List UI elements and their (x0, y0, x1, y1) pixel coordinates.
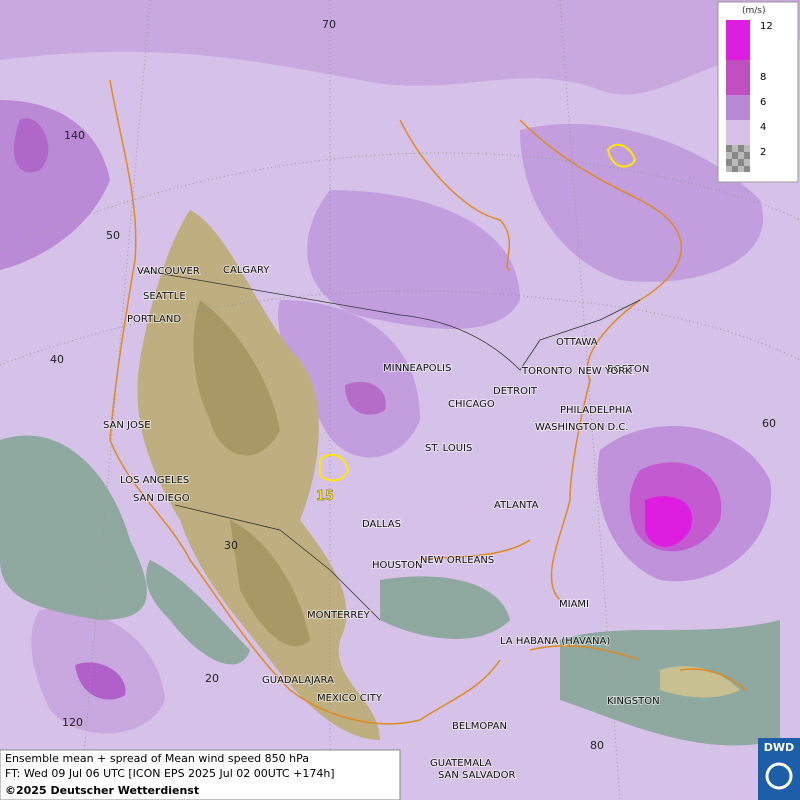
city-label: KINGSTON (607, 696, 660, 707)
city-label: ATLANTA (494, 500, 539, 511)
city-label: MIAMI (559, 599, 589, 610)
city-label: NEW YORK (578, 366, 632, 377)
city-label: MONTERREY (307, 610, 371, 621)
city-label: VANCOUVER (137, 266, 200, 277)
coastline (109, 79, 746, 725)
city-label: GUADALAJARA (262, 675, 334, 686)
city-label: SAN SALVADOR (438, 770, 515, 781)
city-label: TORONTO (521, 366, 572, 377)
legend-unit: (m/s) (742, 6, 766, 16)
city-label: DETROIT (493, 386, 538, 397)
city-label: CALGARY (223, 265, 270, 276)
terrain (137, 210, 740, 740)
grid-label: 20 (205, 672, 219, 685)
city-label: NEW ORLEANS (420, 555, 494, 566)
grid-label: 140 (64, 129, 85, 142)
footer-box (0, 749, 401, 800)
city-label: MEXICO CITY (317, 693, 383, 704)
city-label: LOS ANGELES (120, 475, 189, 486)
grid-label: 30 (224, 539, 238, 552)
legend (717, 1, 799, 183)
contour-label: 15 (316, 489, 334, 504)
grid-label: 70 (322, 18, 336, 31)
grid-label: 120 (62, 716, 83, 729)
grid-label: 40 (50, 353, 64, 366)
borders (139, 269, 641, 621)
legend-label: 8 (760, 72, 766, 83)
city-label: ST. LOUIS (425, 443, 472, 454)
grid-label: 80 (590, 739, 604, 752)
city-label: GUATEMALA (430, 758, 492, 769)
city-label: OTTAWA (556, 337, 598, 348)
logo-box (758, 738, 800, 800)
city-label: HOUSTON (372, 560, 423, 571)
contour-15 (319, 143, 637, 482)
city-label: SAN DIEGO (133, 493, 190, 504)
logo-swirl (765, 762, 793, 790)
city-label: PHILADELPHIA (560, 405, 632, 416)
city-label: SAN JOSE (103, 420, 151, 431)
legend-label: 6 (760, 97, 766, 108)
city-label: SEATTLE (143, 291, 186, 302)
city-label: MINNEAPOLIS (383, 363, 451, 374)
city-label: BOSTON (607, 364, 649, 375)
city-label: PORTLAND (127, 314, 181, 325)
city-label: LA HABANA (HAVANA) (500, 636, 610, 647)
city-label: CHICAGO (448, 399, 495, 410)
grid-label: 50 (106, 229, 120, 242)
legend-label: 12 (760, 21, 773, 32)
footer-line: FT: Wed 09 Jul 06 UTC [ICON EPS 2025 Jul… (5, 767, 335, 780)
logo-text: DWD (764, 741, 794, 754)
legend-label: 4 (760, 122, 766, 133)
legend-label: 2 (760, 147, 766, 158)
city-label: WASHINGTON D.C. (535, 422, 629, 433)
wind-field (0, 0, 800, 746)
footer-line: Ensemble mean + spread of Mean wind spee… (5, 752, 309, 765)
city-label: DALLAS (362, 519, 401, 530)
footer-line: ©2025 Deutscher Wetterdienst (5, 784, 199, 797)
city-label: BELMOPAN (452, 721, 507, 732)
grid-label: 60 (762, 417, 776, 430)
